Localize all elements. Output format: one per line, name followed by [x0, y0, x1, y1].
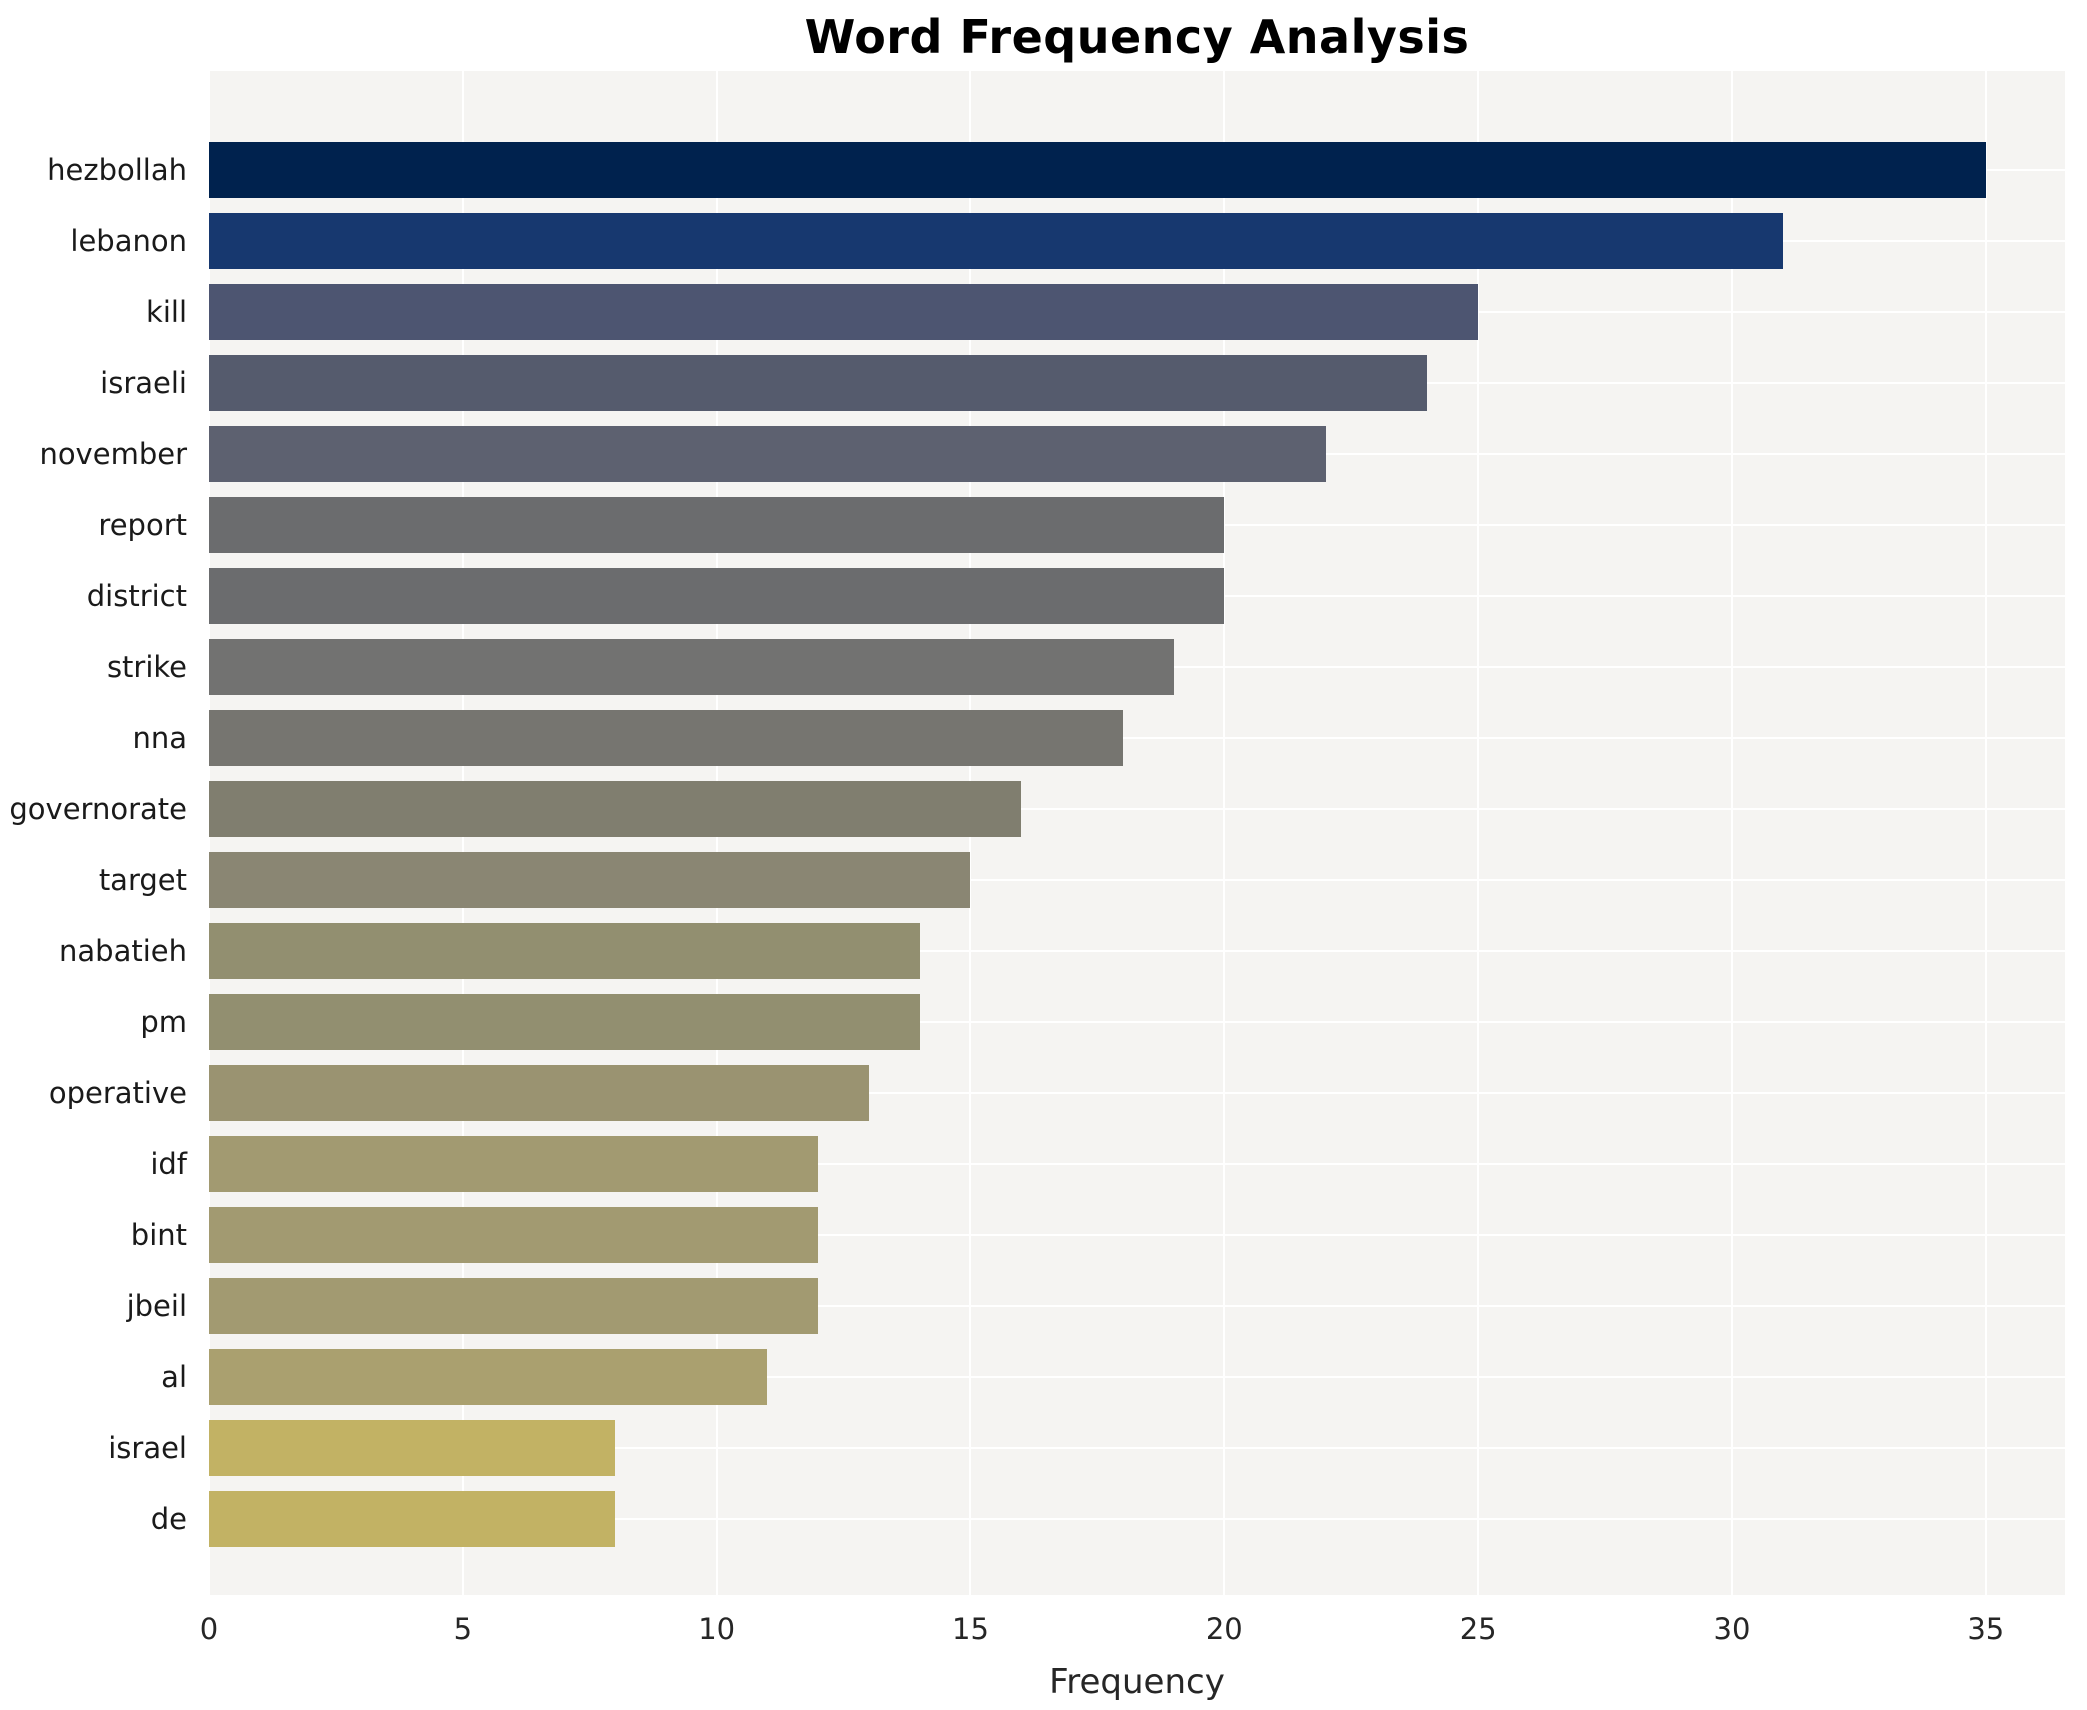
y-tick-label-israel: israel — [108, 1431, 187, 1465]
y-tick-label-lebanon: lebanon — [70, 224, 187, 258]
y-tick-label-nna: nna — [132, 721, 187, 755]
gridline-vertical — [1477, 71, 1479, 1595]
bar-de — [209, 1491, 615, 1547]
gridline-horizontal — [209, 1518, 2065, 1520]
y-tick-label-strike: strike — [106, 650, 187, 684]
y-tick-label-de: de — [150, 1502, 187, 1536]
gridline-horizontal — [209, 1163, 2065, 1165]
bar-bint — [209, 1207, 818, 1263]
y-tick-label-jbeil: jbeil — [126, 1289, 187, 1323]
bar-israeli — [209, 355, 1427, 411]
bar-strike — [209, 639, 1174, 695]
bar-nabatieh — [209, 923, 920, 979]
bar-pm — [209, 994, 920, 1050]
y-tick-label-november: november — [39, 437, 187, 471]
y-tick-label-kill: kill — [146, 295, 187, 329]
x-tick-label-35: 35 — [1967, 1612, 2005, 1646]
bar-al — [209, 1349, 767, 1405]
gridline-horizontal — [209, 737, 2065, 739]
x-tick-label-10: 10 — [698, 1612, 736, 1646]
bar-district — [209, 568, 1224, 624]
y-tick-label-al: al — [161, 1360, 187, 1394]
x-tick-label-30: 30 — [1713, 1612, 1751, 1646]
gridline-horizontal — [209, 1021, 2065, 1023]
gridline-horizontal — [209, 1234, 2065, 1236]
gridline-horizontal — [209, 1376, 2065, 1378]
y-tick-label-pm: pm — [140, 1005, 187, 1039]
y-tick-label-report: report — [98, 508, 187, 542]
y-tick-label-nabatieh: nabatieh — [59, 934, 187, 968]
gridline-horizontal — [209, 808, 2065, 810]
gridline-horizontal — [209, 1092, 2065, 1094]
bar-lebanon — [209, 213, 1783, 269]
bar-hezbollah — [209, 142, 1986, 198]
y-tick-label-operative: operative — [48, 1076, 187, 1110]
y-tick-label-israeli: israeli — [100, 366, 187, 400]
y-tick-label-district: district — [86, 579, 187, 613]
gridline-vertical — [1223, 71, 1225, 1595]
x-tick-label-25: 25 — [1459, 1612, 1497, 1646]
y-tick-label-target: target — [98, 863, 187, 897]
gridline-horizontal — [209, 1305, 2065, 1307]
y-tick-label-hezbollah: hezbollah — [47, 153, 187, 187]
bar-operative — [209, 1065, 869, 1121]
gridline-horizontal — [209, 879, 2065, 881]
bar-november — [209, 426, 1326, 482]
x-tick-label-20: 20 — [1205, 1612, 1243, 1646]
bar-governorate — [209, 781, 1021, 837]
gridline-vertical — [1985, 71, 1987, 1595]
bar-kill — [209, 284, 1478, 340]
x-tick-label-5: 5 — [453, 1612, 473, 1646]
x-tick-label-15: 15 — [952, 1612, 989, 1646]
y-tick-label-governorate: governorate — [9, 792, 187, 826]
x-tick-label-0: 0 — [199, 1612, 219, 1646]
gridline-horizontal — [209, 1447, 2065, 1449]
y-tick-label-bint: bint — [130, 1218, 187, 1252]
bar-jbeil — [209, 1278, 818, 1334]
gridline-horizontal — [209, 950, 2065, 952]
y-tick-label-idf: idf — [150, 1147, 187, 1181]
bar-nna — [209, 710, 1123, 766]
x-axis-label: Frequency — [1049, 1662, 1225, 1702]
bar-idf — [209, 1136, 818, 1192]
bar-target — [209, 852, 970, 908]
plot-area — [208, 71, 2065, 1595]
bar-report — [209, 497, 1224, 553]
bar-israel — [209, 1420, 615, 1476]
chart-title: Word Frequency Analysis — [804, 10, 1470, 64]
gridline-vertical — [1731, 71, 1733, 1595]
